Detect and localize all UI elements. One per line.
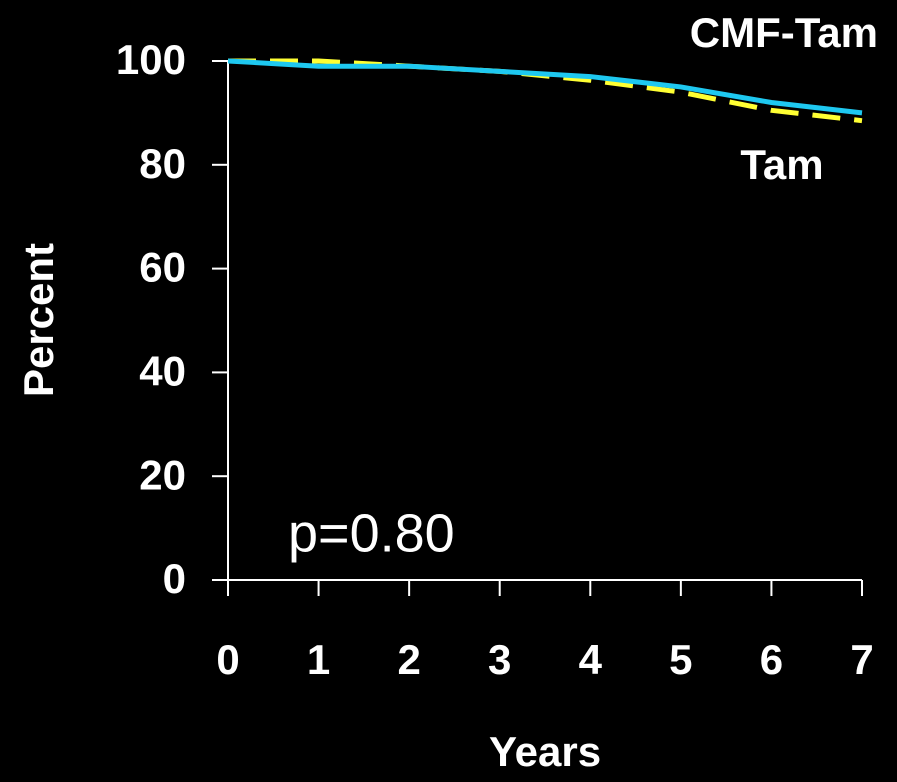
x-tick-label: 5 xyxy=(669,636,692,683)
y-tick-label: 40 xyxy=(139,347,186,394)
x-tick-label: 3 xyxy=(488,636,511,683)
series-label: CMF-Tam xyxy=(690,9,878,56)
y-tick-label: 0 xyxy=(163,555,186,602)
x-tick-label: 1 xyxy=(307,636,330,683)
x-tick-label: 0 xyxy=(216,636,239,683)
x-tick-label: 7 xyxy=(850,636,873,683)
x-tick-label: 2 xyxy=(397,636,420,683)
series-label: Tam xyxy=(740,141,823,188)
y-tick-label: 20 xyxy=(139,451,186,498)
annotation: p=0.80 xyxy=(288,503,455,563)
x-tick-label: 6 xyxy=(760,636,783,683)
y-tick-label: 100 xyxy=(116,36,186,83)
y-tick-label: 60 xyxy=(139,244,186,291)
y-tick-label: 80 xyxy=(139,140,186,187)
line xyxy=(228,58,863,124)
x-tick-label: 4 xyxy=(579,636,603,683)
x-axis-label: Years xyxy=(489,728,601,775)
line xyxy=(227,58,863,116)
y-axis-label: Percent xyxy=(15,243,62,397)
